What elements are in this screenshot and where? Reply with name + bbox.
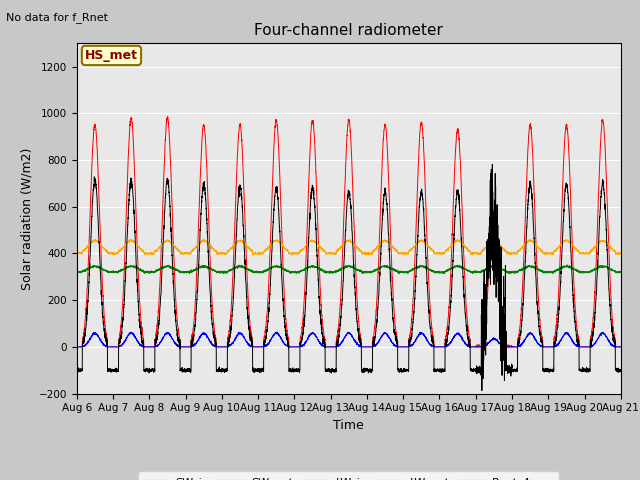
Text: No data for f_Rnet: No data for f_Rnet: [6, 12, 108, 23]
Legend: SW_in, SW_out, LW_in, LW_out, Rnet_4way: SW_in, SW_out, LW_in, LW_out, Rnet_4way: [138, 471, 559, 480]
LW_out: [346, 237, 354, 242]
LW_in: [616, 269, 624, 275]
LW_out: [616, 250, 624, 255]
Line: LW_out: LW_out: [77, 240, 621, 255]
Line: SW_in: SW_in: [77, 117, 621, 347]
LW_out: [288, 252, 296, 258]
LW_out: [73, 251, 81, 257]
LW_out: [502, 248, 509, 254]
SW_in: [502, 337, 509, 343]
Rnet_4way: [478, 388, 486, 394]
Rnet_4way: [488, 161, 496, 167]
LW_in: [506, 271, 513, 276]
SW_out: [171, 340, 179, 346]
X-axis label: Time: Time: [333, 419, 364, 432]
Rnet_4way: [616, 367, 624, 372]
LW_out: [471, 251, 479, 256]
SW_in: [164, 114, 172, 120]
LW_out: [329, 250, 337, 256]
LW_in: [440, 269, 448, 275]
LW_out: [441, 251, 449, 257]
Rnet_4way: [171, 298, 179, 304]
LW_in: [328, 268, 336, 274]
Rnet_4way: [471, 367, 479, 373]
Line: Rnet_4way: Rnet_4way: [77, 164, 621, 391]
SW_in: [171, 276, 179, 282]
SW_out: [617, 344, 625, 350]
SW_out: [441, 344, 449, 350]
SW_out: [471, 344, 479, 350]
Rnet_4way: [502, 329, 509, 335]
LW_out: [617, 251, 625, 256]
LW_in: [471, 269, 479, 275]
LW_out: [171, 244, 179, 250]
Line: LW_in: LW_in: [77, 265, 621, 274]
SW_out: [616, 344, 624, 350]
SW_in: [329, 344, 337, 350]
LW_in: [617, 269, 625, 275]
SW_out: [502, 343, 509, 348]
LW_in: [73, 269, 81, 275]
Text: HS_met: HS_met: [85, 49, 138, 62]
SW_in: [441, 344, 449, 350]
SW_in: [73, 344, 81, 350]
Rnet_4way: [440, 366, 448, 372]
Rnet_4way: [73, 367, 81, 372]
SW_out: [73, 344, 81, 350]
Rnet_4way: [617, 367, 625, 373]
LW_in: [171, 266, 179, 272]
LW_in: [563, 262, 571, 268]
Y-axis label: Solar radiation (W/m2): Solar radiation (W/m2): [20, 147, 33, 289]
SW_in: [617, 344, 625, 350]
SW_in: [616, 344, 624, 350]
Line: SW_out: SW_out: [77, 332, 621, 347]
Title: Four-channel radiometer: Four-channel radiometer: [254, 23, 444, 38]
SW_in: [471, 344, 479, 350]
Rnet_4way: [328, 367, 336, 372]
LW_in: [502, 268, 509, 274]
SW_out: [273, 329, 280, 335]
SW_out: [329, 344, 337, 350]
